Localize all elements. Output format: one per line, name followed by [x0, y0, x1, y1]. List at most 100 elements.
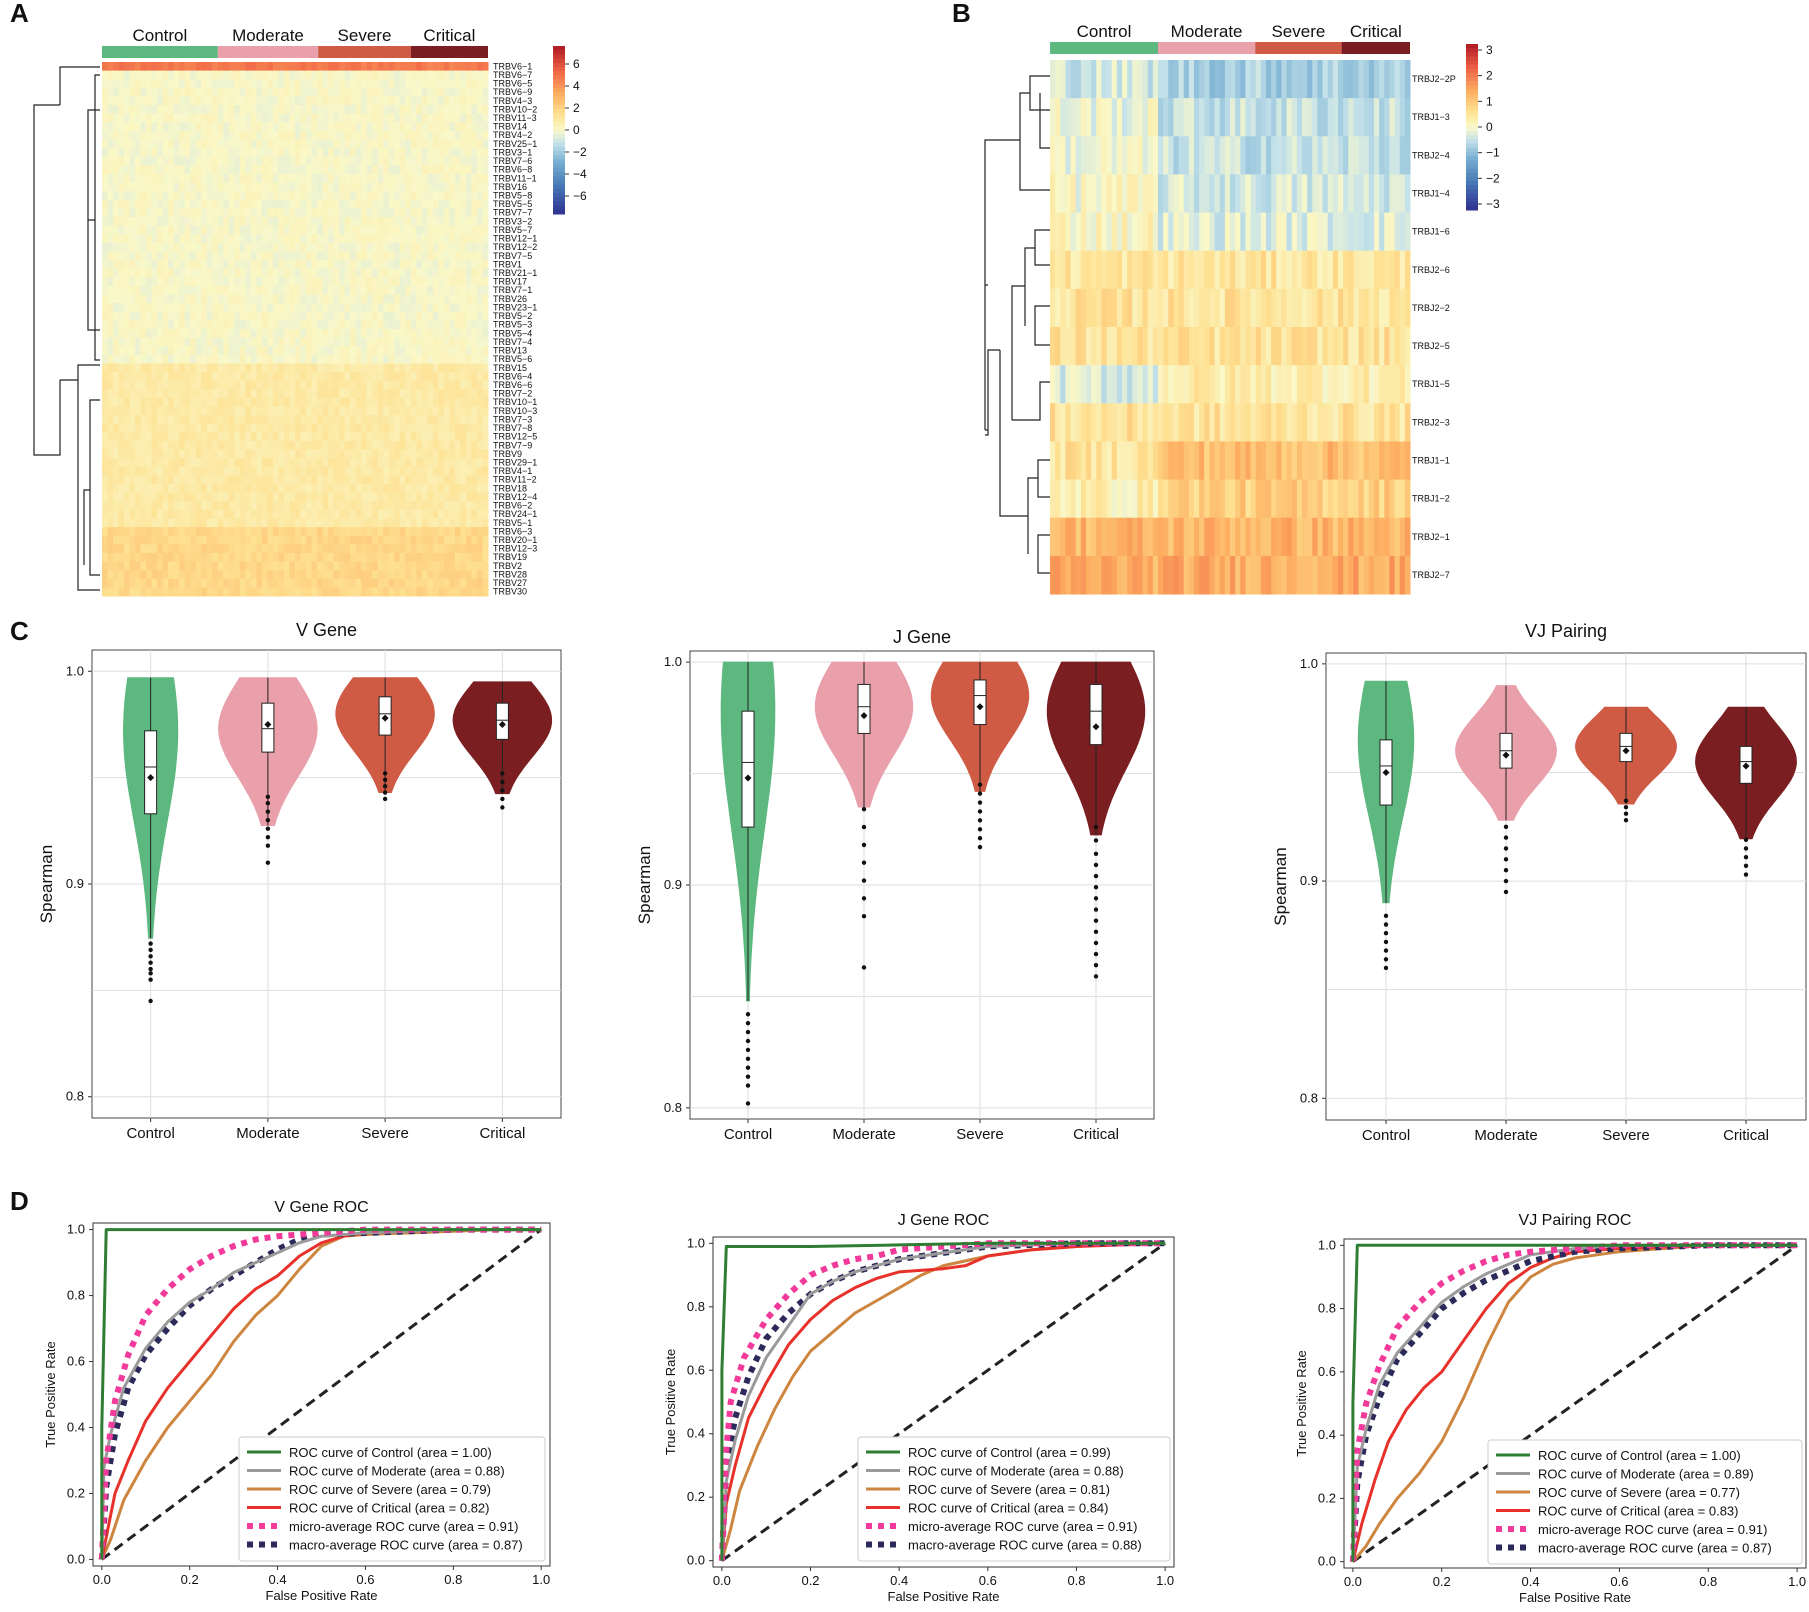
heatmap-cell [311, 380, 318, 390]
heatmap-cell [295, 122, 302, 132]
heatmap-cell [102, 587, 109, 597]
heatmap-cell [476, 423, 483, 433]
heatmap-cell [135, 363, 142, 373]
heatmap-cell [173, 234, 180, 244]
heatmap-cell [454, 587, 461, 597]
heatmap-cell [113, 268, 120, 278]
heatmap-cell [333, 501, 340, 511]
heatmap-cell [471, 492, 478, 502]
heatmap-cell [460, 122, 467, 132]
heatmap-cell [228, 363, 235, 373]
heatmap-cell [179, 527, 186, 537]
heatmap-cell [162, 449, 169, 459]
heatmap-cell [328, 122, 335, 132]
heatmap-cell [168, 234, 175, 244]
colorbar-segment [553, 50, 565, 55]
heatmap-cell [350, 544, 357, 554]
heatmap-cell [1127, 60, 1133, 99]
heatmap-cell [140, 527, 147, 537]
heatmap-cell [460, 578, 467, 588]
heatmap-cell [283, 156, 290, 166]
heatmap-cell [250, 285, 257, 296]
heatmap-cell [295, 217, 302, 227]
heatmap-cell [278, 346, 285, 356]
heatmap-cell [250, 234, 257, 244]
heatmap-cell [102, 268, 109, 278]
heatmap-cell [344, 70, 351, 80]
heatmap-cell [107, 415, 114, 425]
heatmap-cell [399, 70, 406, 80]
heatmap-cell [250, 458, 257, 468]
heatmap-cell [1060, 288, 1066, 328]
heatmap-cell [1291, 250, 1298, 290]
heatmap-cell [317, 173, 324, 184]
heatmap-cell [245, 440, 252, 451]
heatmap-cell [239, 277, 246, 287]
heatmap-cell [223, 70, 230, 80]
heatmap-cell [432, 165, 439, 175]
heatmap-cell [129, 449, 136, 459]
heatmap-cell [256, 440, 263, 451]
heatmap-cell [1338, 288, 1344, 328]
heatmap-cell [410, 303, 417, 313]
heatmap-cell [460, 415, 467, 425]
heatmap-cell [1379, 136, 1385, 175]
heatmap-cell [190, 105, 197, 115]
heatmap-cell [124, 294, 131, 304]
heatmap-cell [195, 105, 202, 115]
heatmap-cell [388, 484, 395, 494]
heatmap-cell [201, 389, 208, 399]
heatmap-cell [355, 113, 362, 123]
heatmap-cell [135, 113, 142, 123]
heatmap-cell [306, 199, 313, 209]
heatmap-cell [283, 234, 290, 244]
heatmap-cell [421, 587, 428, 597]
heatmap-cell [1281, 212, 1288, 252]
heatmap-cell [355, 268, 362, 278]
heatmap-cell [421, 329, 428, 339]
heatmap-cell [234, 225, 241, 235]
heatmap-cell [394, 268, 401, 278]
heatmap-cell [239, 363, 246, 373]
heatmap-cell [394, 105, 401, 115]
heatmap-cell [399, 518, 406, 528]
heatmap-cell [278, 406, 285, 416]
heatmap-cell [102, 337, 109, 347]
heatmap-cell [416, 242, 423, 252]
heatmap-cell [157, 415, 164, 425]
heatmap-cell [311, 527, 318, 537]
heatmap-cell [135, 406, 142, 416]
heatmap-cell [427, 79, 434, 89]
heatmap-cell [250, 217, 257, 227]
heatmap-cell [135, 139, 142, 149]
heatmap-cell [427, 372, 434, 382]
heatmap-cell [267, 165, 274, 175]
heatmap-cell [1050, 174, 1056, 214]
heatmap-cell [1368, 98, 1375, 137]
heatmap-cell [184, 156, 191, 166]
heatmap-cell [129, 527, 136, 537]
heatmap-cell [482, 552, 489, 563]
heatmap-row-label: TRBV6−4 [493, 371, 532, 381]
heatmap-cell [1235, 250, 1241, 290]
heatmap-cell [333, 552, 340, 563]
heatmap-cell [124, 329, 131, 339]
heatmap-cell [460, 570, 467, 580]
heatmap-cell [405, 440, 412, 451]
heatmap-cell [261, 337, 268, 347]
heatmap-cell [317, 561, 324, 571]
heatmap-cell [289, 251, 296, 261]
heatmap-cell [102, 225, 109, 235]
heatmap-cell [454, 337, 461, 347]
heatmap-cell [256, 587, 263, 597]
heatmap-cell [465, 561, 472, 571]
heatmap-cell [168, 277, 175, 287]
heatmap-cell [1271, 288, 1277, 328]
heatmap-cell [129, 191, 136, 201]
heatmap-cell [206, 561, 213, 571]
heatmap-cell [471, 122, 478, 132]
heatmap-cell [443, 484, 450, 494]
heatmap-cell [162, 440, 169, 451]
heatmap-cell [217, 587, 224, 597]
heatmap-cell [311, 578, 318, 588]
